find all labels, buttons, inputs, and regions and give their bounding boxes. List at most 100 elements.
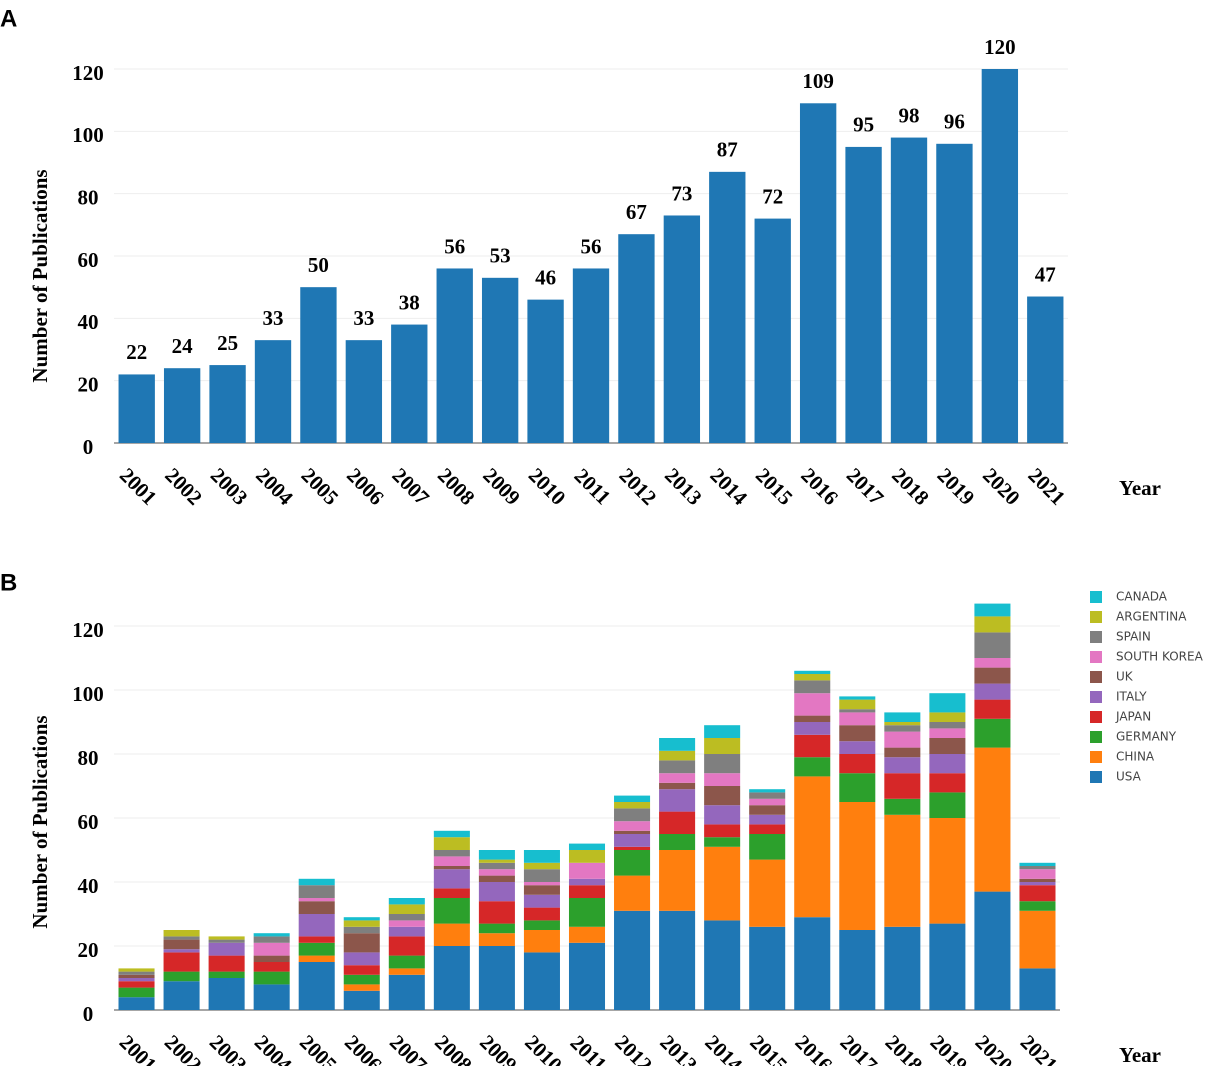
value-label: 96: [944, 110, 965, 134]
bar-segment: [659, 773, 696, 783]
bar-segment: [749, 805, 786, 815]
bar: [391, 324, 428, 443]
bar-segment: [343, 920, 380, 927]
x-tick-label: 2016: [796, 463, 843, 510]
bar-segment: [839, 712, 876, 726]
value-label: 53: [490, 244, 511, 268]
bar-segment: [1019, 901, 1056, 911]
bar-segment: [749, 859, 786, 927]
bar-segment: [929, 792, 966, 818]
bar-segment: [298, 936, 335, 943]
bar-segment: [974, 616, 1011, 633]
value-label: 25: [217, 331, 238, 355]
bar-segment: [343, 984, 380, 991]
bar-segment: [343, 926, 380, 934]
y-tick-label: 80: [78, 185, 99, 209]
y-tick-label: 40: [78, 310, 99, 334]
bar-segment: [253, 942, 290, 956]
value-label: 47: [1035, 262, 1056, 286]
bar-segment: [704, 824, 741, 838]
bar: [209, 365, 246, 443]
y-axis-label: Number of Publications: [28, 169, 52, 382]
legend-label: GERMANY: [1116, 730, 1177, 744]
bar-segment: [749, 792, 786, 799]
bar-segment: [1019, 878, 1056, 882]
x-tick-label: 2019: [926, 1030, 973, 1066]
bar-segment: [1019, 866, 1056, 870]
y-tick-label: 0: [83, 435, 94, 459]
legend-label: ARGENTINA: [1116, 610, 1187, 624]
bar: [254, 340, 292, 443]
x-tick-label: 2017: [835, 1030, 882, 1066]
bar-segment: [704, 837, 741, 847]
x-tick-label: 2001: [115, 1030, 162, 1066]
bar-segment: [839, 754, 876, 774]
bar-segment: [884, 798, 921, 815]
bar-segment: [433, 888, 470, 898]
bar-segment: [208, 978, 245, 1010]
x-tick-label: 2003: [205, 1030, 252, 1066]
bar-segment: [208, 936, 245, 940]
bar-segment: [614, 875, 651, 911]
x-tick-label: 2005: [295, 1030, 342, 1066]
x-tick-label: 2009: [475, 1030, 522, 1066]
value-label: 98: [899, 103, 920, 127]
bar: [981, 69, 1019, 443]
bar-segment: [433, 856, 470, 866]
x-tick-label: 2008: [430, 1030, 477, 1066]
bar-segment: [568, 850, 606, 863]
x-tick-label: 2010: [520, 1030, 567, 1066]
bar: [345, 340, 383, 443]
x-tick-label: 2012: [615, 463, 662, 510]
y-tick-label: 60: [78, 810, 99, 834]
value-label: 33: [353, 306, 374, 330]
bar-segment: [343, 965, 380, 975]
bar-segment: [839, 696, 876, 700]
legend-label: CHINA: [1116, 750, 1155, 764]
bar: [618, 234, 655, 443]
legend-label: SOUTH KOREA: [1116, 650, 1204, 664]
legend-label: SPAIN: [1116, 630, 1151, 644]
bar-segment: [794, 715, 831, 722]
x-axis-label: Year: [1119, 476, 1161, 500]
y-tick-label: 80: [78, 746, 99, 770]
x-tick-label: 2003: [206, 463, 253, 510]
bar-segment: [659, 782, 696, 790]
bar-segment: [884, 814, 921, 927]
bar-segment: [433, 837, 470, 850]
value-label: 46: [535, 265, 556, 289]
bar-segment: [614, 795, 651, 802]
bar-segment: [659, 789, 696, 812]
bar: [663, 215, 701, 443]
bar-segment: [614, 821, 651, 831]
bar-segment: [478, 933, 515, 946]
bar-segment: [253, 971, 290, 985]
bar-segment: [523, 885, 560, 895]
bar-segment: [749, 789, 786, 793]
bar-segment: [388, 920, 425, 927]
bar-segment: [1019, 885, 1056, 902]
x-axis-label: Year: [1119, 1043, 1161, 1066]
bar-segment: [163, 952, 200, 972]
x-tick-label: 2020: [971, 1030, 1018, 1066]
x-tick-label: 2013: [655, 1030, 702, 1066]
bar-segment: [659, 738, 696, 751]
bar: [163, 368, 201, 443]
bar-segment: [343, 933, 380, 953]
legend-swatch: [1090, 671, 1102, 683]
x-tick-label: 2021: [1023, 463, 1070, 510]
x-tick-label: 2007: [385, 1030, 432, 1066]
bar-segment: [163, 981, 200, 1010]
legend-swatch: [1090, 691, 1102, 703]
y-tick-label: 20: [78, 938, 99, 962]
bar-segment: [433, 898, 470, 924]
bar-segment: [884, 747, 921, 758]
bar-segment: [523, 850, 560, 863]
bar-segment: [659, 811, 696, 834]
bar-segment: [839, 741, 876, 754]
bar-segment: [794, 917, 831, 1010]
bar-segment: [884, 926, 921, 1010]
value-label: 73: [671, 181, 692, 205]
